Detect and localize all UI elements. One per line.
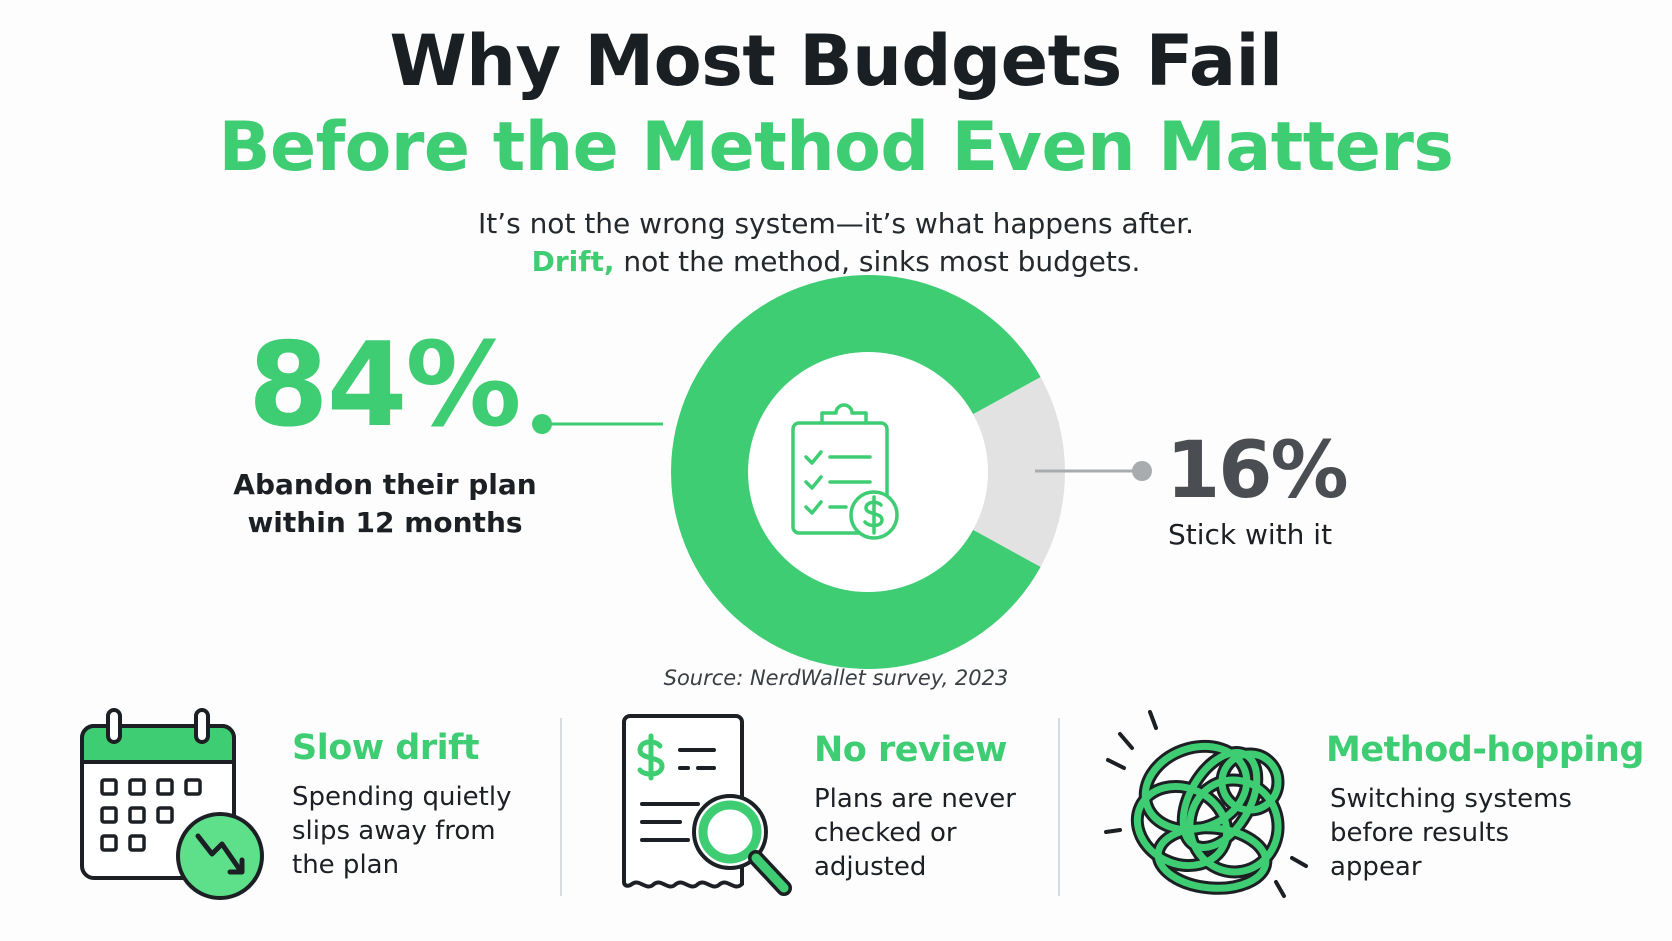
card-method-hopping-desc: Switching systems before results appear [1330,782,1572,884]
stat-abandon-label-line-2: within 12 months [247,506,523,539]
clipboard-checklist-dollar-icon [791,403,899,540]
tagline-accent: Drift, [531,245,615,278]
connector-16-dot [1132,461,1152,481]
card-slow-drift-desc-line-1: Spending quietly [292,782,512,812]
tangled-loops-icon [1104,710,1308,898]
card-no-review-desc-line-2: checked or [814,818,957,848]
card-divider-1 [560,718,562,896]
stat-stick-value: 16% [1166,426,1349,516]
connector-84-dot [532,414,552,434]
card-method-hopping-title: Method-hopping [1326,730,1644,770]
page-subtitle: Before the Method Even Matters [218,108,1454,187]
stat-abandon-label: Abandon their plan within 12 months [220,466,550,542]
card-no-review-title: No review [814,730,1007,770]
tagline-rest: not the method, sinks most budgets. [614,245,1141,278]
stat-abandon-value: 84% [248,318,522,453]
card-slow-drift-desc-line-3: the plan [292,850,400,880]
card-divider-2 [1058,718,1060,896]
receipt-magnifier-icon [622,714,792,896]
donut-hole [748,352,988,592]
card-method-hopping-desc-line-1: Switching systems [1330,784,1572,814]
tagline-line-2: Drift, not the method, sinks most budget… [0,243,1672,281]
card-no-review-desc-line-1: Plans are never [814,784,1016,814]
tagline: It’s not the wrong system—it’s what happ… [0,205,1672,281]
card-method-hopping-desc-line-3: appear [1330,852,1422,882]
card-no-review-desc-line-3: adjusted [814,852,927,882]
card-no-review-desc: Plans are never checked or adjusted [814,782,1016,884]
page-title: Why Most Budgets Fail [389,20,1283,102]
card-slow-drift-desc: Spending quietly slips away from the pla… [292,780,511,882]
stat-abandon-label-line-1: Abandon their plan [233,468,537,501]
chart-source: Source: NerdWallet survey, 2023 [663,666,1009,690]
card-slow-drift-desc-line-2: slips away from [292,816,496,846]
card-slow-drift-title: Slow drift [292,728,480,768]
calendar-downtrend-icon [80,708,264,900]
tagline-line-1: It’s not the wrong system—it’s what happ… [477,207,1195,240]
card-method-hopping-desc-line-2: before results [1330,818,1510,848]
stat-stick-label: Stick with it [1167,518,1333,551]
